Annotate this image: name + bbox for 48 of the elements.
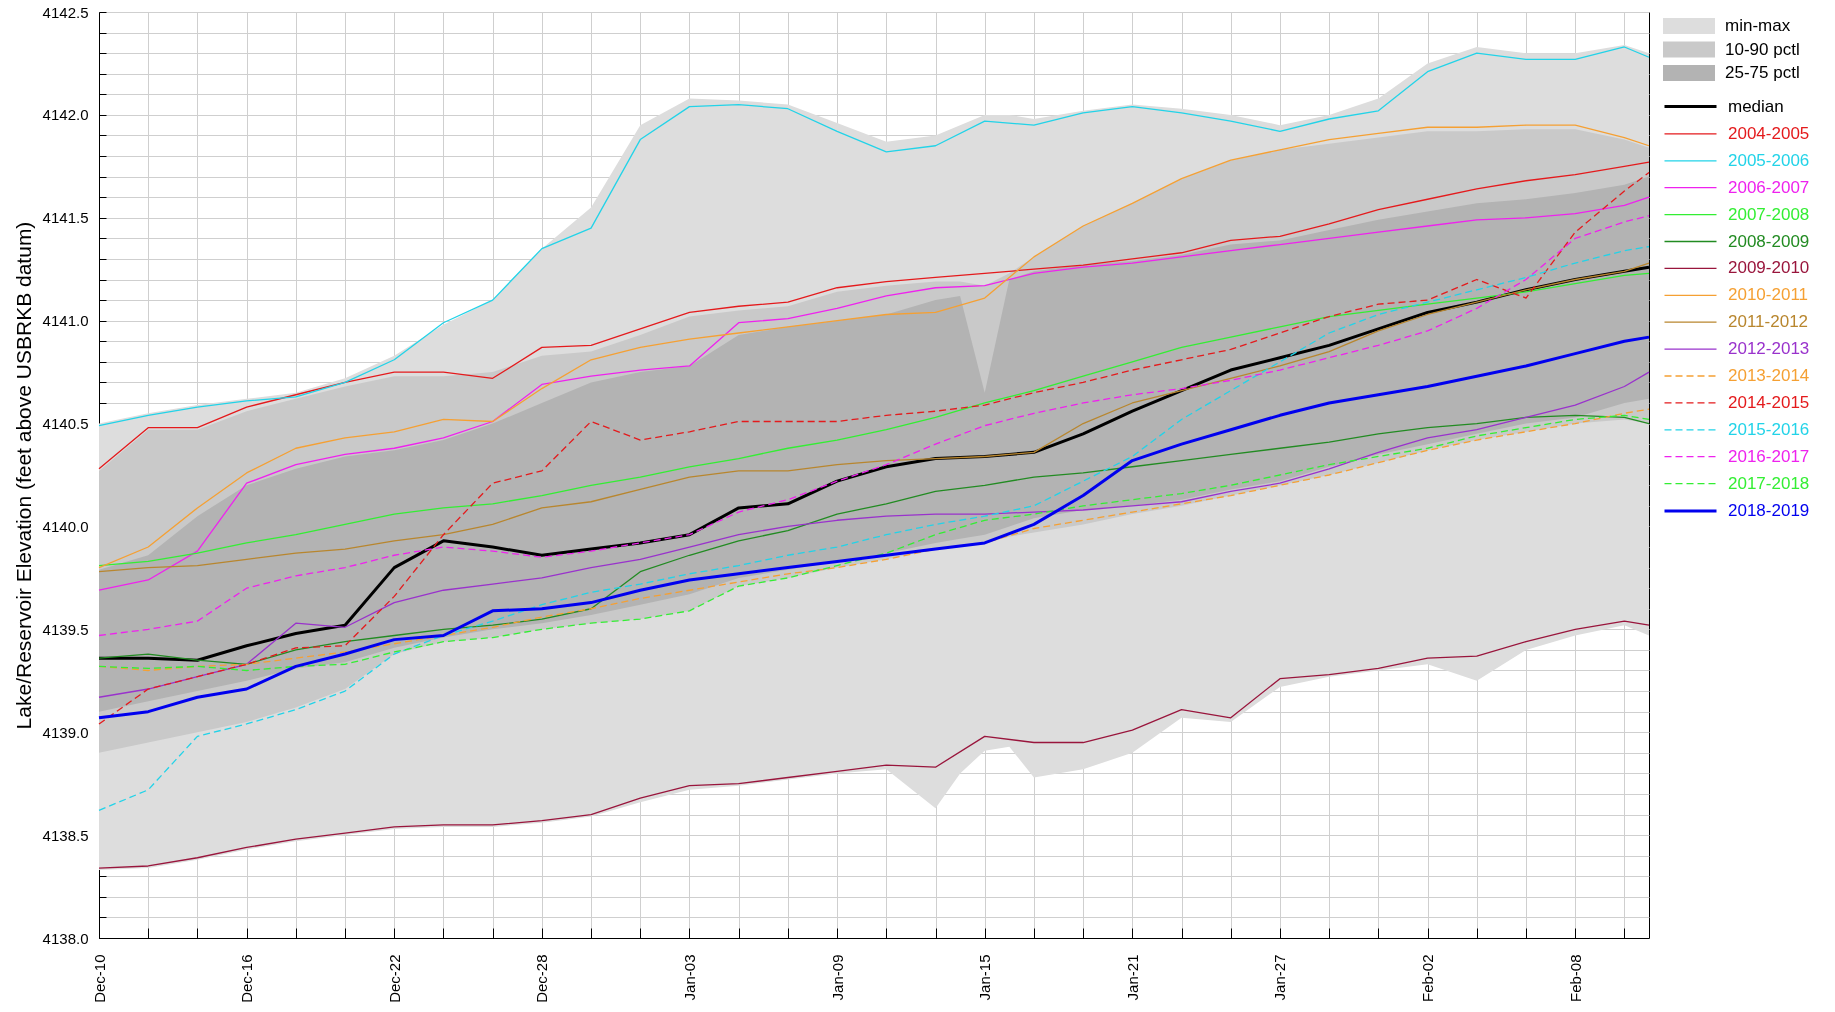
x-tick-label: Dec-22 <box>385 954 403 1003</box>
y-tick-label: 4142.0 <box>42 106 89 124</box>
x-tick-label: Feb-02 <box>1419 954 1437 1003</box>
legend-label: 2005-2006 <box>1728 150 1810 170</box>
x-tick-label: Jan-27 <box>1271 954 1289 1001</box>
legend-label: 25-75 pctl <box>1725 63 1800 82</box>
legend-label: 2004-2005 <box>1728 123 1810 143</box>
y-tick-label: 4140.0 <box>42 517 89 535</box>
legend-label: 2011-2012 <box>1728 312 1809 332</box>
y-tick-label: 4139.5 <box>42 620 89 638</box>
x-tick-label: Dec-16 <box>238 954 256 1003</box>
x-tick-label: Jan-03 <box>680 954 698 1001</box>
legend-label: 2013-2014 <box>1728 366 1810 385</box>
y-tick-label: 4139.0 <box>42 723 89 741</box>
x-tick-label: Dec-10 <box>90 954 108 1003</box>
line-series <box>98 371 1650 698</box>
legend-label: 2015-2016 <box>1728 419 1810 439</box>
y-tick-label: 4141.5 <box>42 209 89 227</box>
y-tick-label: 4138.0 <box>42 929 89 947</box>
legend-label: median <box>1728 96 1784 116</box>
line-series <box>98 161 1650 470</box>
legend-label: 10-90 pctl <box>1725 39 1800 59</box>
legend-label: 2007-2008 <box>1728 204 1810 224</box>
x-tick-label: Jan-21 <box>1123 954 1141 1001</box>
line-series <box>98 124 1650 569</box>
x-tick-label: Jan-15 <box>976 954 994 1001</box>
y-axis-title: Lake/Reservoir Elevation (feet above USBRKB datum) <box>11 221 35 730</box>
legend-label: min-max <box>1725 16 1791 35</box>
x-tick-label: Feb-08 <box>1566 954 1584 1003</box>
legend-label: 2009-2010 <box>1728 258 1810 278</box>
y-tick-label: 4138.5 <box>42 826 89 844</box>
x-tick-label: Dec-28 <box>533 954 551 1003</box>
y-tick-label: 4141.0 <box>42 312 89 330</box>
legend-label: 2006-2007 <box>1728 177 1810 197</box>
line-series <box>98 46 1650 427</box>
legend-label: 2010-2011 <box>1728 285 1809 305</box>
legend-label: 2016-2017 <box>1728 446 1810 466</box>
legend-label: 2012-2013 <box>1728 339 1810 359</box>
line-series <box>97 335 1651 720</box>
legend-label: 2008-2009 <box>1728 231 1810 251</box>
y-tick-label: 4140.5 <box>42 415 89 433</box>
legend-label: 2017-2018 <box>1728 473 1810 493</box>
line-series <box>98 245 1650 812</box>
y-tick-label: 4142.5 <box>42 3 89 21</box>
line-series <box>98 620 1650 869</box>
legend-label: 2014-2015 <box>1728 392 1810 412</box>
legend-label: 2018-2019 <box>1728 501 1810 520</box>
x-tick-label: Jan-09 <box>828 954 846 1001</box>
